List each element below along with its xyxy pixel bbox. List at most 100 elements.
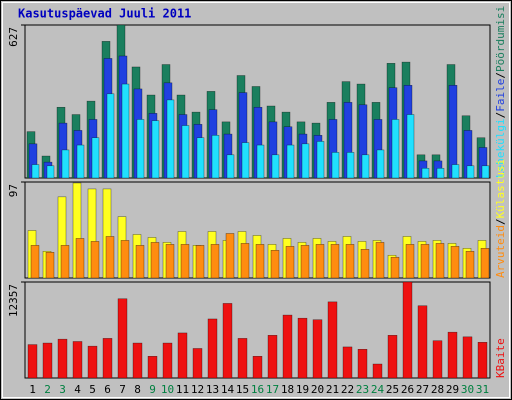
bar [391,119,400,179]
x-tick-label: 22 [341,383,354,396]
bar [316,141,325,179]
x-tick-label: 17 [266,383,279,396]
bar [30,245,40,279]
bar [87,345,98,379]
x-tick-label: 13 [206,383,219,396]
bar [106,93,115,179]
legend-entry: Lehekülgi [494,118,507,178]
bar [256,144,265,179]
bar [420,244,430,279]
bar [342,346,353,379]
bar [327,301,338,379]
bar [447,331,458,379]
bar [151,120,160,179]
bar [346,152,355,179]
x-tick-label: 19 [296,383,309,396]
bar [135,245,145,279]
bar [211,135,220,179]
bar [180,244,190,279]
x-tick-label: 8 [134,383,141,396]
bar [466,165,475,179]
bar [181,125,190,179]
x-tick-label: 16 [251,383,264,396]
x-tick-label: 20 [311,383,324,396]
bar [237,338,248,379]
bar [357,349,368,379]
x-tick-label: 6 [104,383,111,396]
bar [45,252,55,279]
bar [102,338,113,379]
chart-title: Kasutuspäevad Juuli 2011 [18,7,191,21]
x-tick-label: 5 [89,383,96,396]
bar [406,114,415,179]
bar [222,303,233,379]
bar [375,242,385,279]
bar [450,246,460,279]
legend-separator: / [494,112,507,119]
bar [240,243,250,279]
bar [435,243,445,279]
bar [91,137,100,179]
bar [402,281,413,379]
bar [267,335,278,379]
bar [480,248,490,279]
bar [282,314,293,379]
legend-entry: Faile [494,79,507,112]
bar [210,244,220,279]
x-tick-label: 10 [161,383,174,396]
x-tick-label: 30 [461,383,474,396]
bar [57,338,68,379]
bar [166,99,175,179]
y-tick-label: 97 [7,184,20,197]
x-tick-label: 28 [431,383,444,396]
bar [90,241,100,279]
bar [301,143,310,179]
bar [448,85,458,179]
x-tick-label: 15 [236,383,249,396]
bar [387,335,398,379]
bar [271,154,280,179]
bar [225,233,235,279]
x-tick-label: 4 [74,383,81,396]
bar [117,298,128,379]
bar [345,244,355,279]
x-tick-label: 25 [386,383,399,396]
bar [162,342,173,379]
legend-separator: / [494,218,507,225]
bar [300,245,310,279]
legend-entry: Külastusi [494,159,507,219]
bar [390,256,400,279]
bar [165,244,175,279]
x-tick-label: 24 [371,383,385,396]
x-tick-label: 18 [281,383,294,396]
bar [252,355,263,379]
x-tick-label: 27 [416,383,429,396]
bar [372,363,383,379]
bar [286,144,295,179]
bar [226,154,235,179]
bar [31,164,40,179]
bar [75,238,85,279]
bar [136,119,145,179]
bar [297,317,308,379]
bar [76,144,85,179]
bar [42,342,53,379]
bar [61,149,70,179]
legend-separator: / [494,72,507,79]
x-tick-label: 11 [176,383,189,396]
bar [330,244,340,279]
x-tick-label: 23 [356,383,369,396]
x-tick-label: 7 [119,383,126,396]
bar [105,236,115,279]
legend-entry: Arvuteid [494,225,507,278]
x-tick-label: 2 [44,383,51,396]
bar [72,341,83,379]
x-tick-label: 12 [191,383,204,396]
y-tick-label: 12357 [7,284,20,317]
bar [432,340,443,379]
legend-entry: Pöördumisi [494,6,507,72]
x-tick-label: 29 [446,383,459,396]
bar [451,164,460,179]
